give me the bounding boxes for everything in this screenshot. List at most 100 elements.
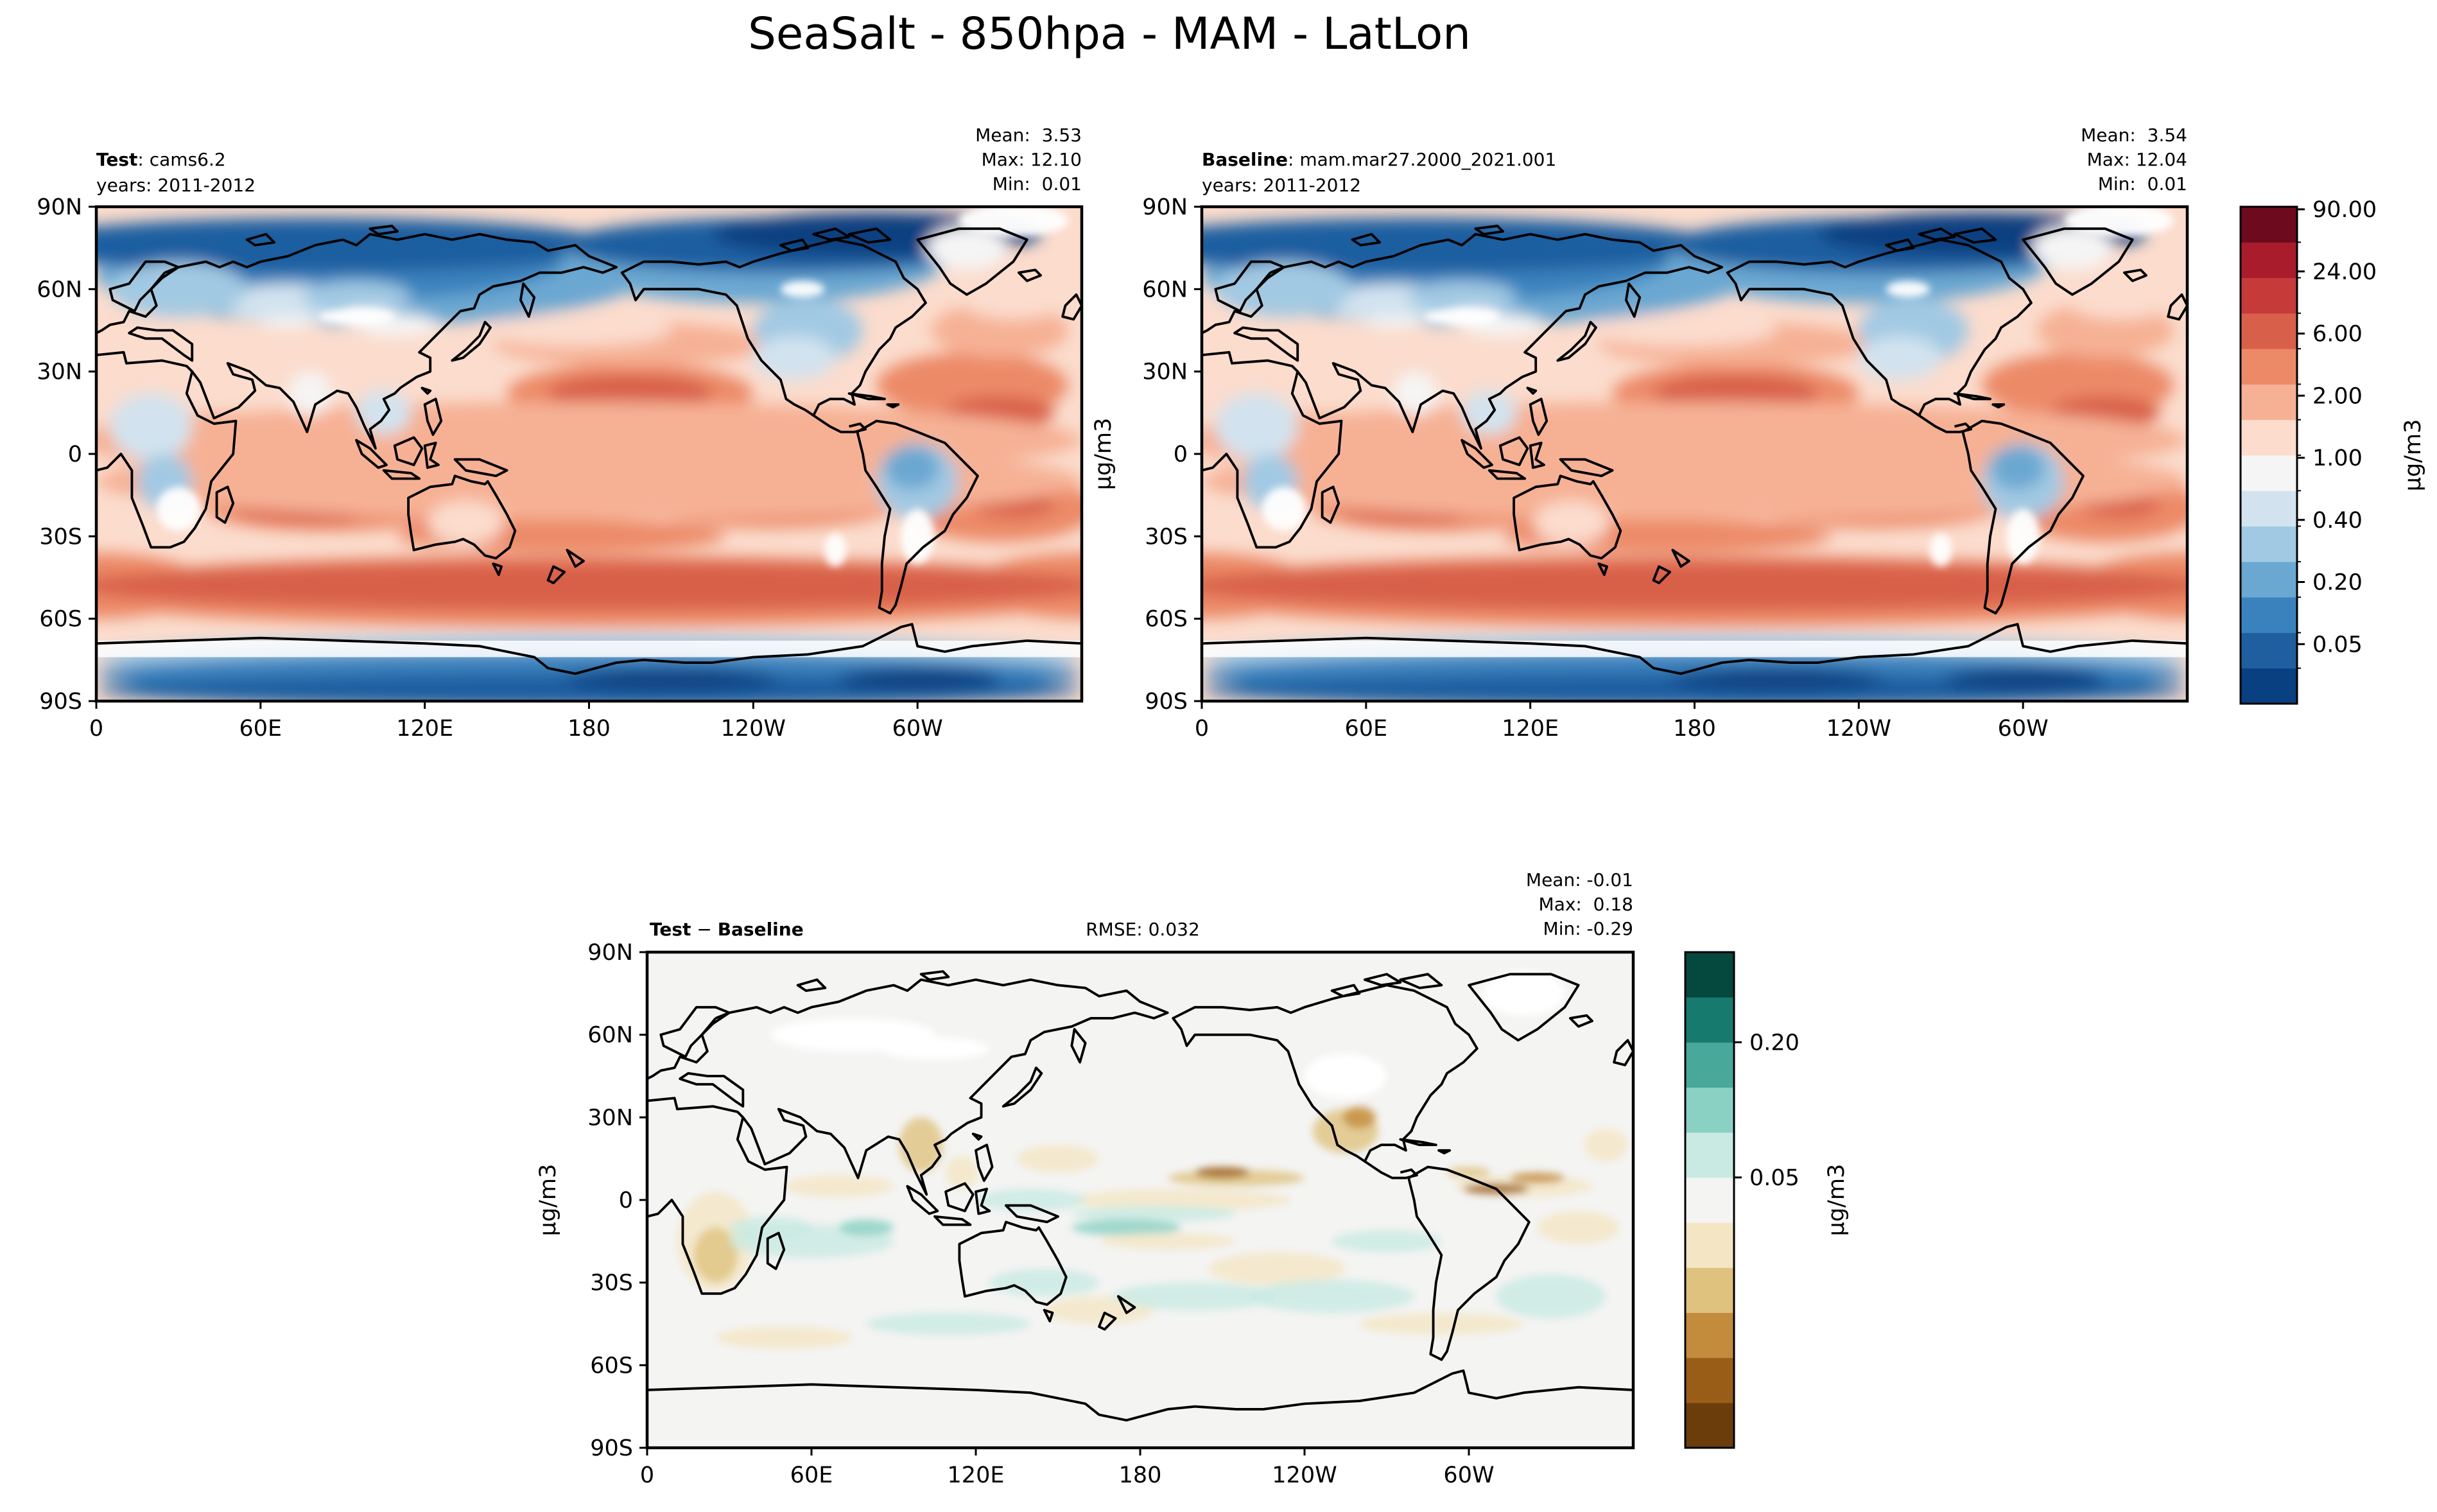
main-colorbar-swatch [2241,526,2297,562]
main-colorbar-tick-label: 24.00 [2312,259,2377,285]
test-stat-mean: Mean: 3.53 [975,125,1082,146]
diff-ytick-label: 90S [590,1436,633,1461]
main-colorbar-tick-label: 0.20 [2312,570,2363,596]
main-colorbar-tick-label: 2.00 [2312,383,2363,409]
diff-colorbar-label: μg/m3 [1824,1164,1850,1237]
diff-colorbar-tick-label: 0.05 [1749,1165,1800,1191]
main-colorbar-tick-label: 1.00 [2312,446,2363,471]
diff-ytick-label: 90N [587,940,633,966]
baseline-label: Baseline: mam.mar27.2000_2021.001 [1202,149,1556,170]
test-ytick-label: 90S [39,689,82,715]
base-ytick-label: 60S [1145,607,1188,632]
diff-label: Test − Baseline [650,919,804,940]
main-colorbar-tick-label: 0.40 [2312,508,2363,534]
main-colorbar-tick-label: 0.05 [2312,632,2363,657]
test-ytick-label: 30S [39,524,82,550]
base-xtick-label: 120E [1502,716,1559,742]
main-colorbar-swatch [2241,419,2297,456]
test-xtick-label: 0 [89,716,103,742]
base-ytick-label: 60N [1142,277,1188,302]
test-xtick-label: 120E [396,716,453,742]
test-axes: 0 60E 120E 180 120W 60W 90N 60N 30N 0 30S 60S 90S [37,195,942,742]
test-xtick-label: 60E [239,716,282,742]
main-colorbar-swatch [2241,349,2297,385]
diff-stat-mean: Mean: -0.01 [1526,869,1633,891]
diff-colorbar-swatch [1685,1087,1734,1133]
baseline-axes: 0 60E 120E 180 120W 60W 90N 60N 30N 0 30S 60S 90S [1142,195,2048,742]
diff-xtick-label: 120W [1272,1463,1337,1488]
main-colorbar-swatch [2241,455,2297,491]
test-label: Test: cams6.2 [96,149,226,170]
baseline-stat-min: Min: 0.01 [2098,173,2187,195]
diff-colorbar-swatch [1685,952,1734,998]
diff-stat-max: Max: 0.18 [1539,894,1633,915]
diff-colorbar-frame [1684,951,1735,1449]
diff-colorbar-swatch [1685,1222,1734,1268]
main-colorbar-tick-label: 6.00 [2312,322,2363,347]
test-ytick-label: 0 [68,442,82,467]
main-colorbar-tick-label: 90.00 [2312,197,2377,223]
test-years: years: 2011-2012 [96,175,256,196]
base-ytick-label: 30S [1145,524,1188,550]
base-ytick-label: 30N [1142,360,1188,385]
diff-axes: 0 60E 120E 180 120W 60W 90N 60N 30N 0 30S 60S 90S [587,940,1494,1488]
diff-stat-min: Min: -0.29 [1543,918,1633,939]
main-colorbar-swatch [2241,313,2297,349]
diff-ytick-label: 0 [619,1188,633,1213]
base-ytick-label: 90S [1145,689,1188,715]
diff-ylabel: μg/m3 [535,1164,561,1237]
test-ytick-label: 90N [37,195,82,220]
main-colorbar-swatch [2241,668,2297,704]
diff-colorbar-swatch [1685,1177,1734,1223]
base-xtick-label: 60E [1345,716,1388,742]
test-ytick-label: 30N [37,360,82,385]
diff-rmse: RMSE: 0.032 [1086,919,1200,940]
diff-colorbar-swatch [1685,1042,1734,1088]
baseline-field [1202,207,2187,701]
diff-xtick-label: 0 [640,1463,654,1488]
diff-panel: Test − Baseline RMSE: 0.032 Mean: -0.01 … [535,869,1635,1488]
baseline-years: years: 2011-2012 [1202,175,1361,196]
test-stat-min: Min: 0.01 [993,173,1082,195]
base-ytick-label: 90N [1142,195,1188,220]
test-xtick-label: 60W [892,716,943,742]
baseline-stat-mean: Mean: 3.54 [2081,125,2187,146]
baseline-panel: Baseline: mam.mar27.2000_2021.001 years:… [1142,125,2189,742]
test-ytick-label: 60N [37,277,82,302]
test-stat-max: Max: 12.10 [982,149,1082,170]
test-ytick-label: 60S [39,607,82,632]
diff-field [647,952,1633,1448]
main-colorbar: 90.00 24.00 6.00 2.00 1.00 0.40 0.20 0.05 μg/m3 [2239,197,2426,705]
test-xtick-label: 180 [568,716,611,742]
main-colorbar-label: μg/m3 [2400,419,2426,492]
main-colorbar-swatch [2241,277,2297,314]
diff-colorbar-swatch [1685,1267,1734,1313]
test-ylabel: μg/m3 [1091,418,1116,491]
diff-colorbar-swatch [1685,1132,1734,1178]
diff-xtick-label: 60W [1443,1463,1494,1488]
main-colorbar-swatch [2241,491,2297,527]
main-colorbar-swatch [2241,632,2297,669]
base-xtick-label: 120W [1826,716,1891,742]
base-ytick-label: 0 [1174,442,1188,467]
diff-xtick-label: 120E [948,1463,1005,1488]
figure-title: SeaSalt - 850hpa - MAM - LatLon [748,8,1471,60]
diff-colorbar: 0.20 0.05 μg/m3 [1684,951,1850,1449]
main-colorbar-swatch [2241,597,2297,633]
base-xtick-label: 180 [1673,716,1716,742]
main-colorbar-swatch [2241,242,2297,279]
main-colorbar-swatch [2241,207,2297,243]
main-colorbar-swatch [2241,384,2297,421]
diff-colorbar-swatch [1685,997,1734,1043]
diff-ytick-label: 60N [587,1023,633,1048]
test-xtick-label: 120W [721,716,786,742]
test-panel: Test: cams6.2 years: 2011-2012 Mean: 3.5… [37,125,1116,742]
diff-colorbar-swatch [1685,1357,1734,1403]
diff-colorbar-swatch [1685,1402,1734,1448]
base-xtick-label: 0 [1195,716,1209,742]
diff-xtick-label: 60E [790,1463,833,1488]
diff-colorbar-swatch [1685,1312,1734,1359]
test-field [96,207,1082,701]
baseline-stat-max: Max: 12.04 [2087,149,2187,170]
